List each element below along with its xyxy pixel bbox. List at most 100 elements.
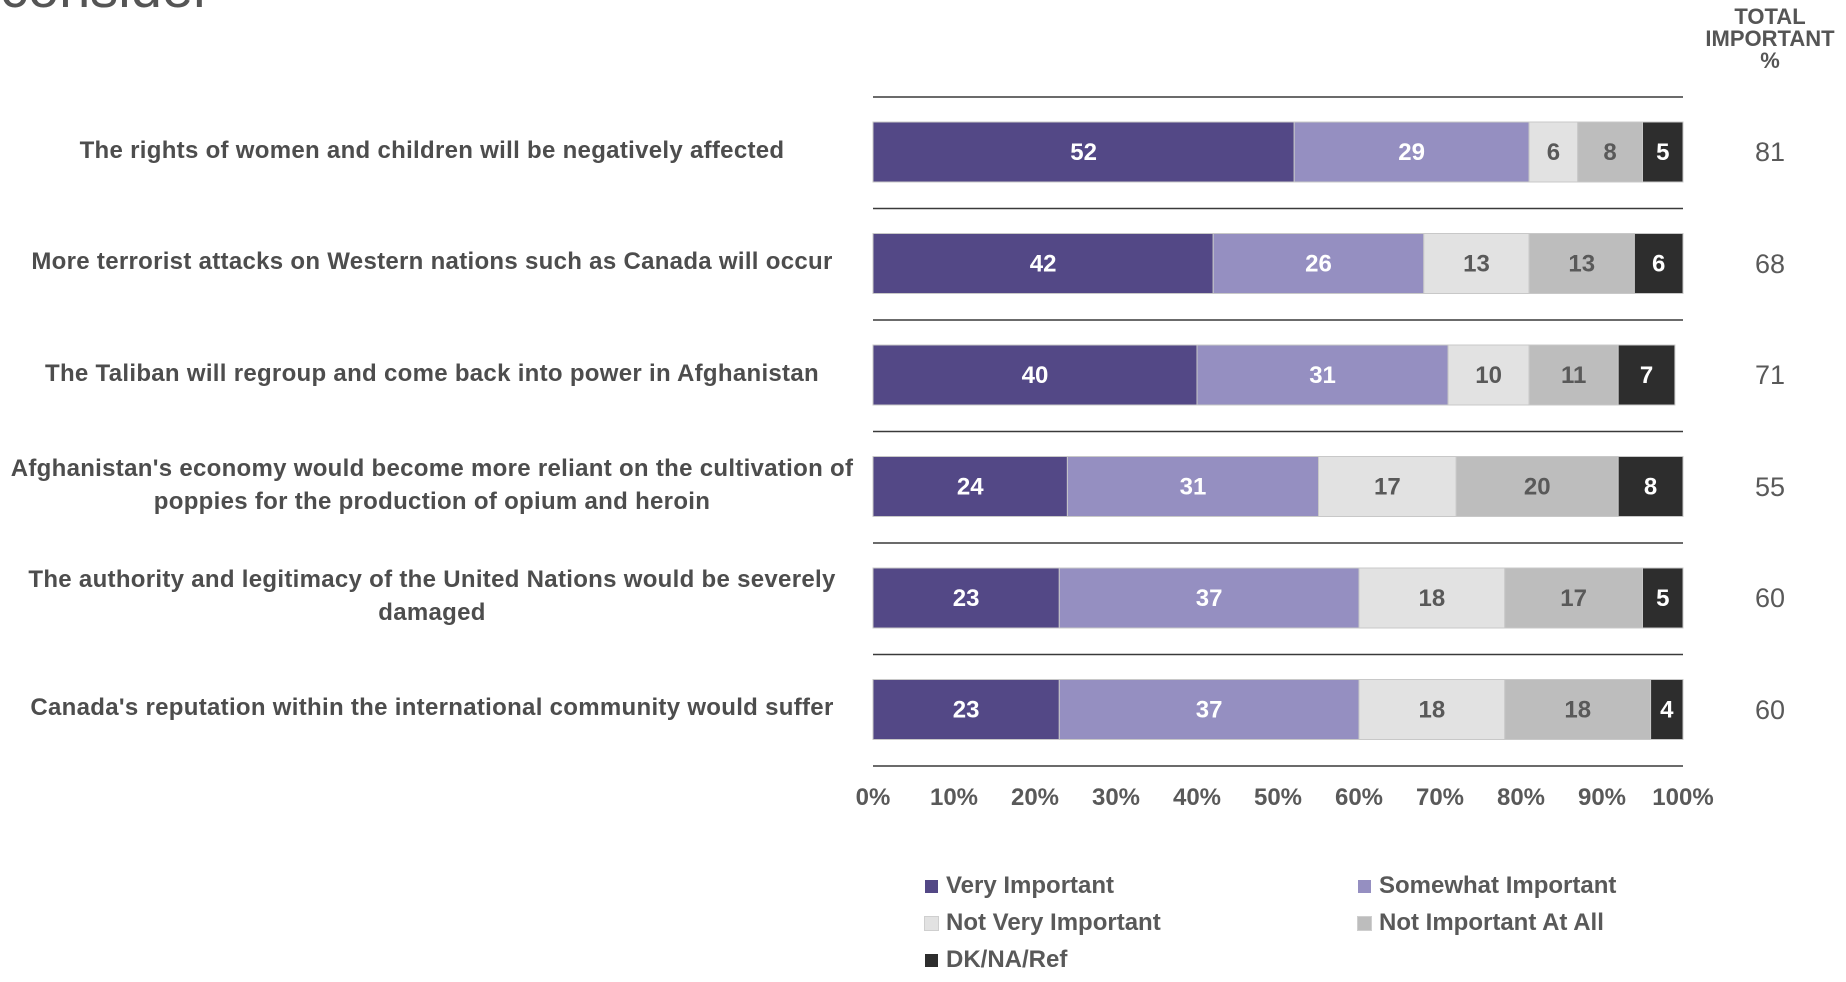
bar-segment-not-very-important [1423,233,1530,294]
bar-data-label: 29 [1398,139,1425,166]
bar-data-label: 6 [1547,139,1560,166]
legend-item-dk-na-ref: DK/NA/Ref [925,946,1067,974]
bar-segment-not-very-important [1358,567,1506,629]
legend-swatch [924,915,939,931]
bar-data-label: 6 [1652,251,1665,278]
bar-segment-very-important [872,233,1214,294]
bar-data-label: 37 [1196,697,1223,724]
bar-segment-not-very-important [1358,679,1506,740]
legend-swatch [925,953,938,967]
bar-data-label: 5 [1656,139,1669,166]
bar-data-label: 42 [1030,251,1057,278]
category-label: The authority and legitimacy of the Unit… [28,566,836,626]
bar-data-label: 13 [1463,251,1490,278]
x-axis-tick-label: 40% [1173,784,1221,811]
bar-data-label: 37 [1196,585,1223,612]
category-label: The rights of women and children will be… [79,136,785,164]
x-axis-tick-label: 100% [1652,784,1713,811]
bar-segment-somewhat-important [1212,233,1425,294]
bar-segment-not-important-at-all [1577,121,1643,183]
bar-segment-not-important-at-all [1455,456,1619,517]
bar-segment-somewhat-important [1058,679,1360,740]
bar-data-label: 26 [1305,251,1332,278]
total-important-value: 55 [1754,471,1786,502]
chart-legend: Very Important Somewhat Important Not Very… [924,872,1685,982]
bar-data-label: 20 [1524,474,1551,501]
total-important-value: 81 [1754,137,1786,167]
bar-data-label: 40 [1022,362,1049,389]
legend-item-not-important-at-all: Not Important At All [1357,909,1604,937]
bar-data-label: 7 [1640,362,1653,389]
bar-data-label: 31 [1309,362,1336,389]
bar-data-label: 10 [1475,362,1502,389]
legend-item-somewhat-important: Somewhat Important [1358,872,1616,900]
bar-data-label: 52 [1070,139,1097,166]
legend-label: Somewhat Important [1379,872,1617,899]
x-axis-tick-label: 60% [1335,784,1383,811]
bar-segment-dk-na-ref [1642,121,1684,183]
bar-segment-very-important [872,567,1060,629]
bar-data-label: 5 [1656,585,1669,612]
total-important-value: 60 [1754,694,1786,725]
x-axis-tick-label: 0% [856,784,891,811]
bar-segment-dk-na-ref [1617,456,1684,517]
legend-label: Very Important [946,872,1115,899]
legend-item-not-very-important: Not Very Important [924,909,1161,937]
bar-segment-not-important-at-all [1504,679,1652,740]
bar-segment-very-important [872,121,1295,183]
category-label: The Taliban will regroup and come back i… [45,359,819,387]
bar-data-label: 24 [957,474,984,501]
bar-data-label: 23 [953,697,980,724]
bar-segment-not-important-at-all [1528,233,1635,294]
legend-label: Not Very Important [946,909,1161,936]
bar-segment-very-important [872,679,1060,740]
bar-data-label: 11 [1561,362,1586,389]
legend-swatch [1357,915,1372,931]
bar-data-label: 17 [1560,585,1587,612]
bar-data-label: 23 [953,585,980,612]
bar-segment-not-very-important [1318,456,1457,517]
x-axis-tick-label: 20% [1011,784,1059,811]
x-axis-tick-label: 50% [1254,784,1302,811]
bar-data-label: 31 [1180,474,1207,501]
category-label: Canada's reputation within the internati… [30,694,834,721]
legend-item-very-important: Very Important [925,872,1114,900]
bar-data-label: 8 [1603,139,1616,166]
bar-segment-somewhat-important [1293,121,1530,183]
bar-segment-somewhat-important [1066,456,1320,517]
bar-segment-not-important-at-all [1528,344,1619,406]
bar-segment-somewhat-important [1058,567,1360,629]
bar-segment-dk-na-ref [1633,233,1684,294]
bar-segment-dk-na-ref [1650,679,1684,740]
bar-data-label: 8 [1644,474,1657,501]
bar-data-label: 18 [1419,585,1446,612]
bar-segment-somewhat-important [1196,344,1449,406]
bar-data-label: 18 [1419,697,1446,724]
x-axis-tick-label: 30% [1092,784,1140,811]
bar-segment-very-important [872,344,1198,406]
legend-swatch [925,879,938,893]
page-title: consider [0,0,212,16]
bar-data-label: 18 [1564,697,1591,724]
bar-segment-very-important [872,456,1068,517]
x-axis-tick-label: 80% [1497,784,1545,811]
legend-label: Not Important At All [1379,909,1604,936]
legend-swatch [1358,879,1371,893]
total-important-value: 68 [1754,248,1786,279]
bar-data-label: 13 [1568,251,1595,278]
bar-data-label: 4 [1660,697,1674,724]
bar-segment-not-important-at-all [1504,567,1644,629]
bar-data-label: 17 [1374,474,1401,501]
bar-segment-not-very-important [1528,121,1579,183]
legend-label: DK/NA/Ref [946,946,1068,973]
category-label: More terrorist attacks on Western nation… [31,248,833,275]
total-important-header: TOTAL IMPORTANT % [1705,4,1835,73]
category-label: Afghanistan's economy would become more … [10,454,854,515]
bar-segment-dk-na-ref [1642,567,1684,629]
x-axis-tick-label: 90% [1578,784,1626,811]
total-important-value: 71 [1754,360,1786,390]
bar-segment-not-very-important [1447,344,1530,406]
total-important-value: 60 [1754,583,1786,613]
x-axis-tick-label: 10% [930,784,978,811]
